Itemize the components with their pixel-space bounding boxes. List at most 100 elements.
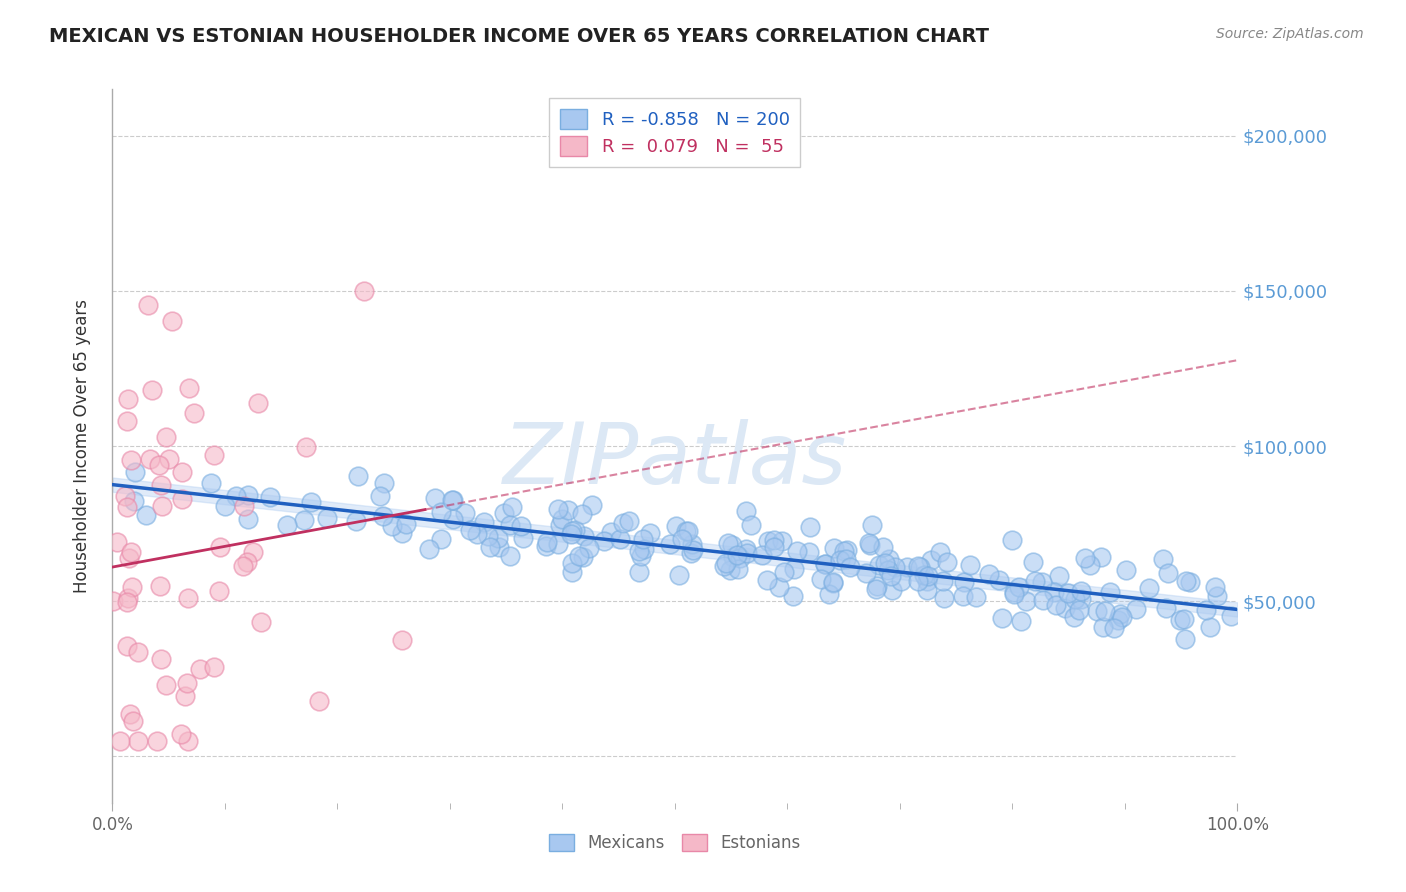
Legend: Mexicans, Estonians: Mexicans, Estonians bbox=[543, 827, 807, 859]
Point bbox=[141, 384, 163, 398]
Point bbox=[479, 540, 502, 554]
Point bbox=[550, 518, 572, 533]
Point bbox=[127, 645, 149, 659]
Point bbox=[953, 575, 976, 590]
Point bbox=[665, 518, 688, 533]
Point bbox=[813, 557, 835, 571]
Point bbox=[681, 546, 703, 560]
Point bbox=[1078, 558, 1101, 573]
Point bbox=[1070, 592, 1092, 607]
Point bbox=[728, 551, 751, 566]
Point bbox=[276, 517, 298, 532]
Point bbox=[592, 533, 614, 548]
Point bbox=[638, 526, 661, 541]
Point bbox=[292, 513, 315, 527]
Y-axis label: Householder Income Over 65 years: Householder Income Over 65 years bbox=[73, 299, 91, 593]
Point bbox=[391, 526, 413, 541]
Point bbox=[509, 518, 531, 533]
Point bbox=[872, 540, 894, 554]
Point bbox=[828, 553, 851, 567]
Point bbox=[295, 440, 318, 454]
Point bbox=[1001, 533, 1024, 547]
Point bbox=[721, 538, 744, 552]
Point bbox=[762, 533, 785, 548]
Point bbox=[108, 733, 131, 747]
Point bbox=[122, 493, 145, 508]
Point bbox=[855, 566, 877, 580]
Point bbox=[105, 535, 128, 549]
Point bbox=[734, 541, 756, 556]
Point bbox=[799, 520, 821, 534]
Point bbox=[868, 558, 890, 572]
Point bbox=[1102, 621, 1125, 635]
Point bbox=[557, 503, 579, 517]
Point bbox=[346, 469, 368, 483]
Point bbox=[1002, 584, 1025, 599]
Point bbox=[1047, 569, 1070, 583]
Point bbox=[936, 555, 959, 569]
Point bbox=[1031, 574, 1053, 589]
Point bbox=[768, 580, 790, 594]
Point bbox=[1204, 580, 1226, 594]
Point bbox=[155, 430, 177, 444]
Point bbox=[859, 538, 882, 552]
Point bbox=[1057, 586, 1080, 600]
Point bbox=[681, 537, 703, 551]
Point bbox=[391, 633, 413, 648]
Point bbox=[865, 582, 887, 596]
Point bbox=[678, 524, 700, 538]
Point bbox=[912, 568, 935, 582]
Point bbox=[373, 475, 395, 490]
Point bbox=[671, 532, 693, 546]
Point bbox=[1024, 574, 1046, 588]
Point bbox=[630, 549, 652, 564]
Point bbox=[915, 583, 938, 598]
Point bbox=[920, 553, 942, 567]
Point bbox=[882, 583, 904, 598]
Point bbox=[170, 492, 193, 507]
Point bbox=[675, 524, 697, 539]
Point bbox=[1054, 601, 1077, 615]
Point bbox=[735, 504, 758, 518]
Point bbox=[782, 589, 804, 603]
Point bbox=[499, 549, 522, 564]
Point bbox=[423, 491, 446, 505]
Point bbox=[1015, 593, 1038, 607]
Point bbox=[139, 452, 162, 467]
Point bbox=[122, 714, 145, 728]
Point bbox=[117, 591, 139, 605]
Point bbox=[817, 587, 839, 601]
Point bbox=[208, 584, 231, 599]
Point bbox=[146, 733, 169, 747]
Point bbox=[1175, 574, 1198, 588]
Point bbox=[308, 694, 330, 708]
Point bbox=[1220, 608, 1243, 623]
Point bbox=[561, 524, 583, 538]
Point bbox=[214, 500, 236, 514]
Point bbox=[578, 541, 600, 555]
Point bbox=[786, 544, 808, 558]
Text: Source: ZipAtlas.com: Source: ZipAtlas.com bbox=[1216, 27, 1364, 41]
Point bbox=[1004, 587, 1026, 601]
Point bbox=[723, 550, 745, 565]
Point bbox=[1094, 604, 1116, 618]
Point bbox=[512, 532, 534, 546]
Point bbox=[1115, 563, 1137, 577]
Point bbox=[353, 284, 375, 298]
Point bbox=[121, 580, 143, 594]
Point bbox=[1107, 614, 1129, 628]
Text: MEXICAN VS ESTONIAN HOUSEHOLDER INCOME OVER 65 YEARS CORRELATION CHART: MEXICAN VS ESTONIAN HOUSEHOLDER INCOME O… bbox=[49, 27, 990, 45]
Point bbox=[101, 594, 124, 608]
Point bbox=[1178, 574, 1201, 589]
Point bbox=[547, 502, 569, 516]
Point bbox=[682, 543, 704, 558]
Point bbox=[233, 500, 256, 514]
Point bbox=[797, 545, 820, 559]
Point bbox=[896, 560, 918, 574]
Point bbox=[157, 452, 180, 467]
Point bbox=[259, 490, 281, 504]
Point bbox=[990, 611, 1012, 625]
Point bbox=[238, 488, 260, 502]
Point bbox=[1199, 620, 1222, 634]
Point bbox=[839, 560, 862, 574]
